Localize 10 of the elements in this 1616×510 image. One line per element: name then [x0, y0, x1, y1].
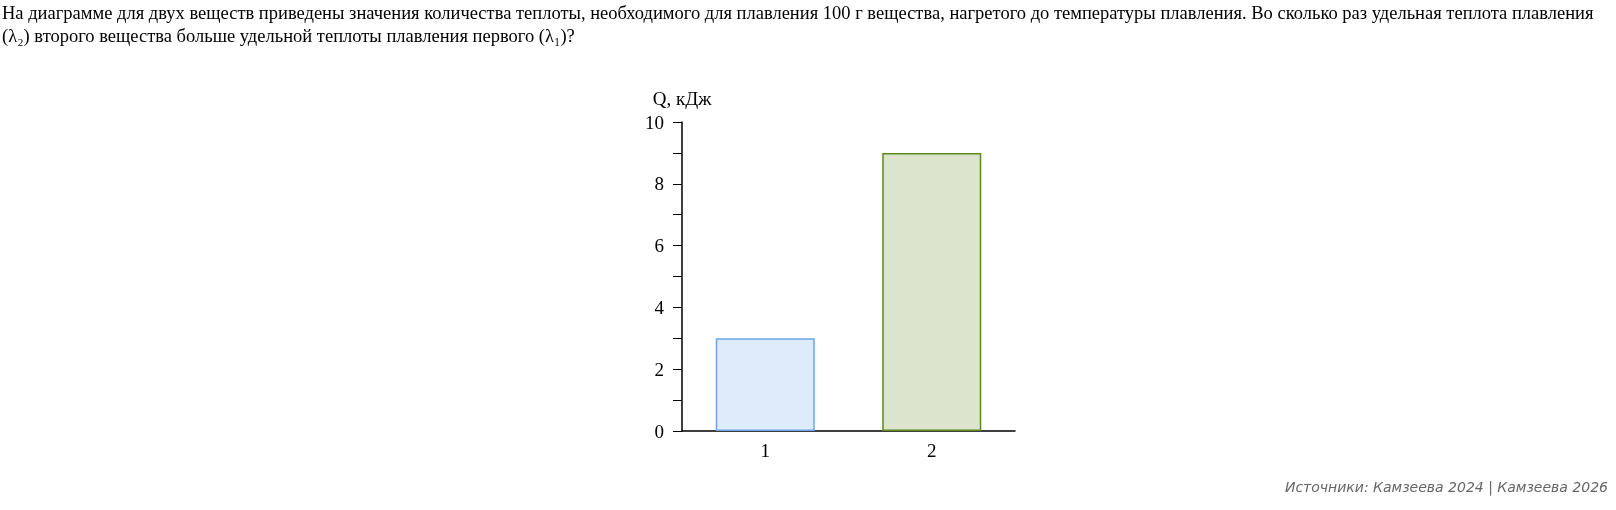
chart-title: На диаграмме для двух веществ приведены значения количества теплоты, необходимого для плавления 100 г вещества, нагретого до температуры плавления. Во сколько раз удельная теплота плавления (λ₂) второго вещества больше удельной теплоты плавления первого (λ₁)? [2, 2, 1595, 48]
y-tick-label: 10 [645, 111, 664, 133]
text: Источники: Камзеева 2024 | Камзеева 2026 [1284, 479, 1609, 496]
y-tick-label: 0 [654, 420, 664, 442]
x-tick-label: 1 [760, 440, 770, 461]
y-tick-label: 4 [654, 296, 665, 318]
y-tick-label: 6 [654, 235, 664, 257]
y-axis-title: Q, кДж [652, 88, 713, 109]
y-tick-label: 8 [654, 173, 664, 195]
y-tick-label: 2 [654, 358, 664, 380]
